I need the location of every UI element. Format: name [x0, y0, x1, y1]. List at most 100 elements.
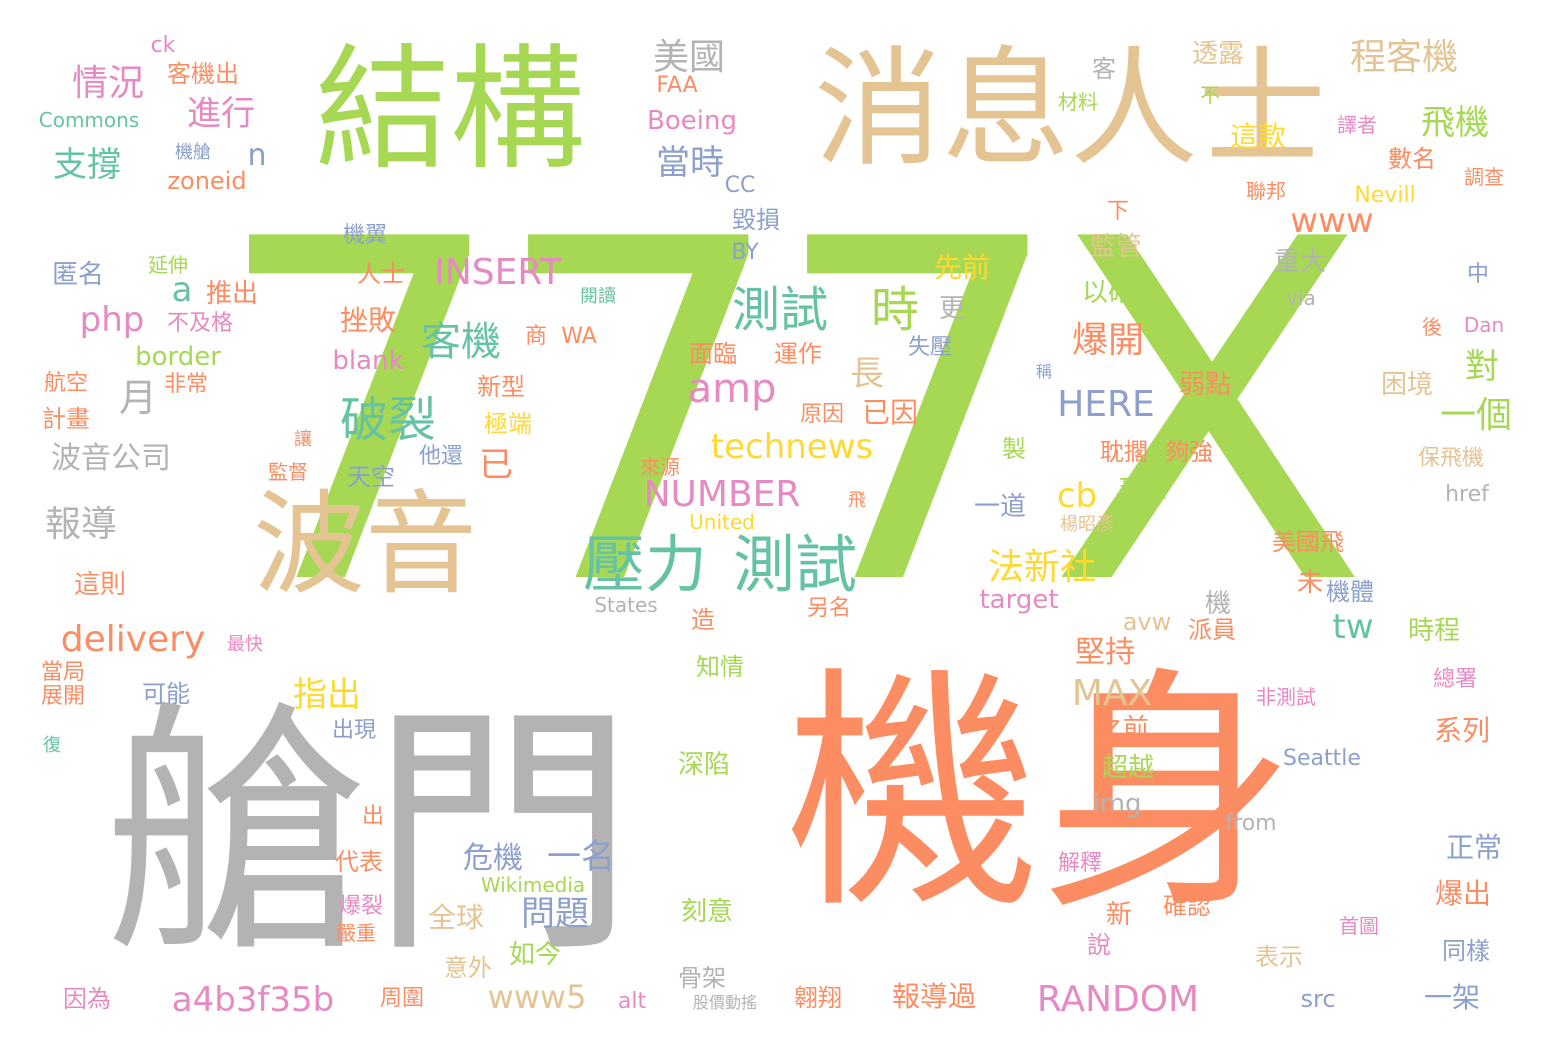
cloud-word-波音: 波音 — [253, 480, 477, 610]
cloud-word-監管: 監管 — [1089, 232, 1143, 262]
cloud-word-結構: 結構 — [315, 31, 585, 189]
cloud-word-一道: 一道 — [973, 492, 1027, 522]
cloud-word-困境: 困境 — [1380, 370, 1434, 400]
cloud-word-一架: 一架 — [1423, 981, 1481, 1014]
cloud-word-總署: 總署 — [1432, 667, 1478, 692]
cloud-word-展開: 展開 — [40, 684, 86, 709]
cloud-word-blank: blank — [332, 346, 404, 376]
cloud-word-計畫: 計畫 — [42, 405, 90, 433]
cloud-word-insert: INSERT — [434, 252, 562, 293]
cloud-word-對: 對 — [1465, 347, 1499, 387]
cloud-word-飛: 飛 — [848, 490, 866, 511]
cloud-word-以確: 以確 — [1081, 278, 1135, 308]
cloud-word-客機出: 客機出 — [167, 60, 239, 88]
cloud-word-讓: 讓 — [294, 429, 312, 450]
cloud-word-超越: 超越 — [1101, 753, 1155, 783]
cloud-word-破裂: 破裂 — [339, 392, 437, 448]
cloud-word-先前: 先前 — [933, 251, 991, 284]
cloud-word-technews: technews — [710, 427, 874, 467]
cloud-word-天空: 天空 — [347, 463, 395, 491]
cloud-word-客: 客 — [1092, 55, 1116, 83]
cloud-word-稱: 稱 — [1033, 363, 1052, 379]
cloud-word-楊昭彥: 楊昭彥 — [1060, 514, 1114, 535]
cloud-word-因為: 因為 — [63, 985, 111, 1013]
cloud-word-程客機: 程客機 — [1349, 37, 1459, 78]
cloud-word-爆裂: 爆裂 — [338, 894, 384, 919]
cloud-word-這款: 這款 — [1229, 120, 1287, 153]
cloud-word-聯邦: 聯邦 — [1246, 179, 1286, 203]
cloud-word-製: 製 — [1002, 435, 1026, 463]
cloud-word-解釋: 解釋 — [1057, 851, 1103, 876]
cloud-word-中: 中 — [1466, 262, 1490, 287]
cloud-word-進行: 進行 — [187, 94, 255, 134]
cloud-word-當局: 當局 — [40, 660, 86, 685]
cloud-word-commons: Commons — [38, 108, 140, 132]
cloud-word-監督: 監督 — [268, 460, 308, 484]
cloud-word-不: 不 — [1200, 83, 1220, 107]
cloud-word-機: 機 — [1204, 589, 1232, 619]
cloud-word-指出: 指出 — [293, 675, 361, 715]
cloud-word-faa: FAA — [656, 73, 698, 98]
cloud-word-by: BY — [731, 240, 759, 265]
cloud-word-同樣: 同樣 — [1442, 937, 1490, 965]
cloud-word-機艙: 機艙 — [175, 142, 211, 163]
cloud-word-數名: 數名 — [1388, 145, 1436, 173]
cloud-word-航空: 航空 — [43, 371, 89, 396]
cloud-word-dan: Dan — [1463, 313, 1505, 337]
cloud-word-月: 月 — [118, 376, 158, 420]
cloud-word-嚴重: 嚴重 — [336, 921, 376, 945]
cloud-word-首圖: 首圖 — [1339, 914, 1379, 938]
cloud-word-from: from — [1225, 811, 1277, 836]
cloud-word-延伸: 延伸 — [148, 253, 188, 277]
cloud-word-n: n — [247, 138, 267, 173]
cloud-word-運作: 運作 — [774, 340, 822, 368]
cloud-word-材料: 材料 — [1058, 90, 1098, 114]
cloud-word-消息人士: 消息人士 — [813, 35, 1327, 184]
cloud-word-nevill: Nevill — [1354, 183, 1416, 208]
cloud-word-原因: 原因 — [799, 402, 845, 427]
cloud-word-壓力: 壓力 — [582, 528, 708, 601]
cloud-word-wa: WA — [561, 324, 597, 349]
cloud-word-src: src — [1300, 985, 1336, 1013]
cloud-word-弱點: 弱點 — [1178, 370, 1232, 400]
cloud-word-新: 新 — [1105, 900, 1133, 930]
cloud-word-img: img — [1092, 789, 1142, 819]
cloud-word-客機: 客機 — [421, 319, 501, 365]
cloud-word-www5: www5 — [487, 978, 587, 1016]
cloud-word-夠強: 夠強 — [1165, 438, 1213, 466]
cloud-word-爆出: 爆出 — [1434, 877, 1492, 910]
cloud-word-非測試: 非測試 — [1256, 685, 1316, 709]
cloud-word-時程: 時程 — [1407, 616, 1461, 646]
cloud-word-派員: 派員 — [1188, 616, 1236, 644]
cloud-word-zoneid: zoneid — [167, 167, 247, 195]
cloud-word-如今: 如今 — [508, 940, 562, 970]
cloud-word-閱讀: 閱讀 — [580, 286, 616, 307]
cloud-word-深陷: 深陷 — [677, 750, 731, 780]
cloud-word-長: 長 — [850, 354, 884, 394]
cloud-word-復: 復 — [43, 735, 61, 756]
cloud-word-border: border — [135, 342, 221, 372]
cloud-word-確認: 確認 — [1163, 892, 1211, 920]
cloud-word-出現: 出現 — [331, 718, 377, 743]
cloud-word-報導: 報導 — [44, 504, 118, 545]
cloud-word-他還: 他還 — [418, 444, 464, 469]
cloud-word-cb: cb — [1056, 476, 1098, 516]
cloud-word-測試: 測試 — [732, 528, 858, 601]
cloud-word-已因: 已因 — [861, 396, 919, 429]
cloud-word-危機: 危機 — [463, 841, 523, 876]
cloud-word-美國飛: 美國飛 — [1272, 528, 1344, 556]
cloud-word-人士: 人士 — [357, 260, 405, 288]
cloud-word-a: a — [171, 270, 193, 310]
cloud-word-www: www — [1290, 201, 1374, 241]
cloud-word-這則: 這則 — [73, 570, 127, 600]
cloud-word-周圍: 周圍 — [379, 986, 425, 1011]
cloud-word-avw: avw — [1122, 608, 1172, 636]
cloud-word-777x: 777X — [210, 141, 1369, 688]
cloud-word-表示: 表示 — [1255, 943, 1303, 971]
cloud-word-意外: 意外 — [444, 954, 492, 982]
cloud-word-推出: 推出 — [205, 279, 259, 309]
cloud-word-united: United — [689, 510, 755, 534]
cloud-word-保飛機: 保飛機 — [1417, 446, 1485, 471]
cloud-word-number: NUMBER — [643, 474, 801, 515]
cloud-word-更: 更 — [938, 294, 966, 324]
